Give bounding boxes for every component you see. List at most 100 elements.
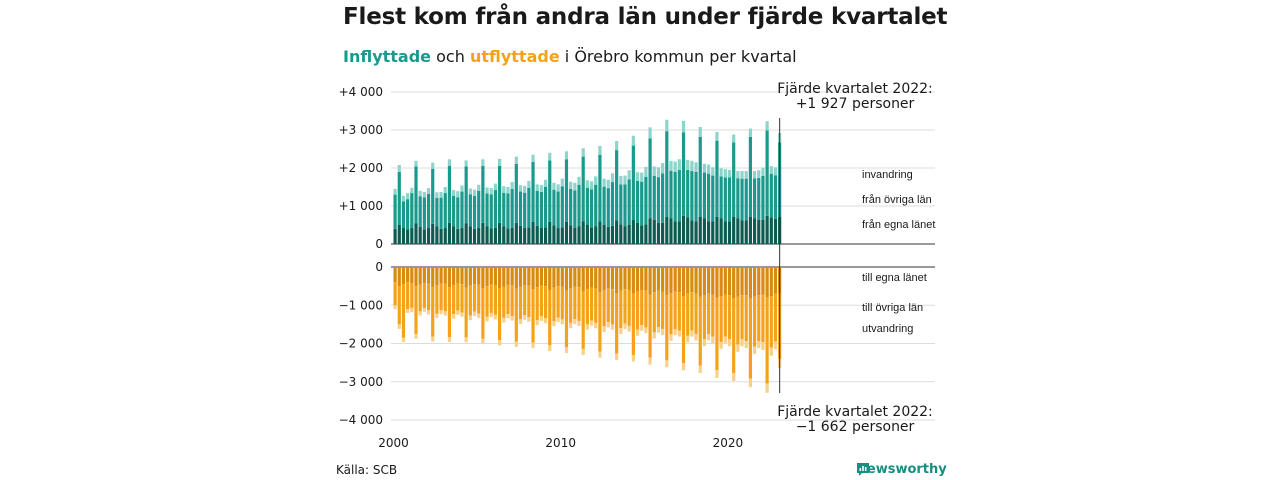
bar-in-other (773, 175, 778, 219)
bar-out-other (477, 284, 481, 314)
bar-out-other (752, 296, 757, 347)
bar-out-other (690, 292, 694, 331)
bar-in-other (481, 165, 485, 223)
bar-out-local (694, 267, 698, 294)
bar-in-other (677, 169, 681, 222)
bar-out-local (418, 267, 422, 285)
bar-out-other (744, 295, 748, 342)
bar-out-other (640, 289, 644, 326)
bar-in-immig (581, 148, 585, 157)
bar-out-emig (752, 346, 757, 354)
bar-out-emig (673, 328, 677, 336)
bar-out-emig (623, 323, 627, 329)
bar-out-local (681, 267, 686, 297)
bar-out-local (761, 267, 765, 295)
bar-in-other (418, 196, 422, 227)
bar-in-immig (644, 166, 648, 177)
bar-out-other (677, 292, 681, 331)
bar-in-other (711, 175, 715, 222)
bar-out-other (564, 290, 569, 348)
bar-out-emig (523, 315, 527, 320)
bar-out-local (619, 267, 623, 291)
bar-out-emig (677, 330, 681, 337)
bar-out-emig (489, 312, 493, 318)
bar-in-other (736, 178, 740, 219)
bar-out-other (736, 296, 740, 345)
bar-in-local (569, 225, 573, 244)
bar-in-immig (606, 179, 610, 189)
bar-out-other (702, 295, 707, 340)
bar-out-local (439, 267, 443, 284)
bar-out-emig (656, 327, 661, 333)
bar-out-local (577, 267, 581, 288)
bar-out-other (472, 284, 477, 312)
bar-in-local (736, 218, 740, 244)
bar-in-local (539, 228, 543, 244)
bar-in-other (548, 160, 552, 222)
bottom-series-label: utvandring (862, 323, 913, 335)
bar-out-other (514, 288, 518, 342)
bar-in-local (435, 226, 439, 244)
bar-in-immig (631, 135, 635, 146)
bar-out-local (690, 267, 694, 293)
bar-in-immig (527, 180, 531, 188)
bar-out-local (686, 267, 690, 294)
bar-in-immig (677, 159, 681, 170)
bar-in-other (397, 171, 401, 225)
bar-out-other (606, 288, 610, 323)
bar-out-other (619, 290, 623, 329)
bar-in-other (452, 195, 456, 227)
bar-in-local (426, 228, 431, 244)
bar-in-local (560, 227, 564, 244)
bar-in-immig (681, 120, 686, 133)
top-annotation-line2: +1 927 personer (796, 96, 915, 112)
bar-in-other (631, 145, 635, 220)
bar-in-immig (665, 119, 669, 132)
bar-in-immig (560, 178, 564, 187)
bar-in-other (556, 191, 560, 229)
bar-out-other (602, 289, 606, 327)
bar-in-other (581, 156, 585, 222)
bar-in-local (631, 219, 635, 244)
bar-out-local (481, 267, 485, 289)
bar-out-local (460, 267, 464, 285)
bar-out-emig (589, 320, 594, 326)
bar-in-local (460, 228, 464, 244)
bar-out-local (589, 267, 594, 288)
bar-out-other (493, 284, 498, 315)
bar-in-immig (514, 156, 518, 164)
bar-out-local (535, 267, 539, 288)
bar-out-emig (732, 372, 736, 381)
bar-in-other (560, 186, 564, 228)
bar-in-immig (732, 134, 736, 143)
bar-in-immig (464, 160, 468, 167)
bar-in-immig (727, 169, 732, 178)
bar-out-other (439, 283, 443, 311)
bar-in-immig (481, 159, 485, 166)
bar-out-other (447, 287, 452, 337)
bar-in-local (498, 222, 502, 244)
bar-in-other (493, 190, 498, 229)
bar-in-other (761, 175, 765, 220)
bar-in-immig (556, 184, 560, 192)
bar-out-other (560, 286, 564, 320)
bar-in-local (690, 220, 694, 244)
bar-out-emig (464, 337, 468, 343)
bar-in-immig (707, 164, 711, 174)
bar-in-immig (598, 145, 602, 155)
bar-in-local (715, 216, 719, 244)
bar-in-other (573, 190, 577, 228)
bar-out-emig (498, 340, 502, 346)
bar-in-other (477, 190, 481, 229)
bar-out-emig (506, 314, 510, 319)
bar-in-local (527, 227, 531, 244)
bar-in-immig (539, 185, 543, 192)
bar-out-emig (644, 327, 648, 334)
bar-in-immig (401, 195, 406, 202)
bar-out-other (707, 293, 711, 334)
bar-out-emig (748, 378, 752, 388)
bar-in-immig (506, 187, 510, 194)
bar-out-emig (652, 332, 656, 339)
bar-out-other (727, 295, 732, 340)
